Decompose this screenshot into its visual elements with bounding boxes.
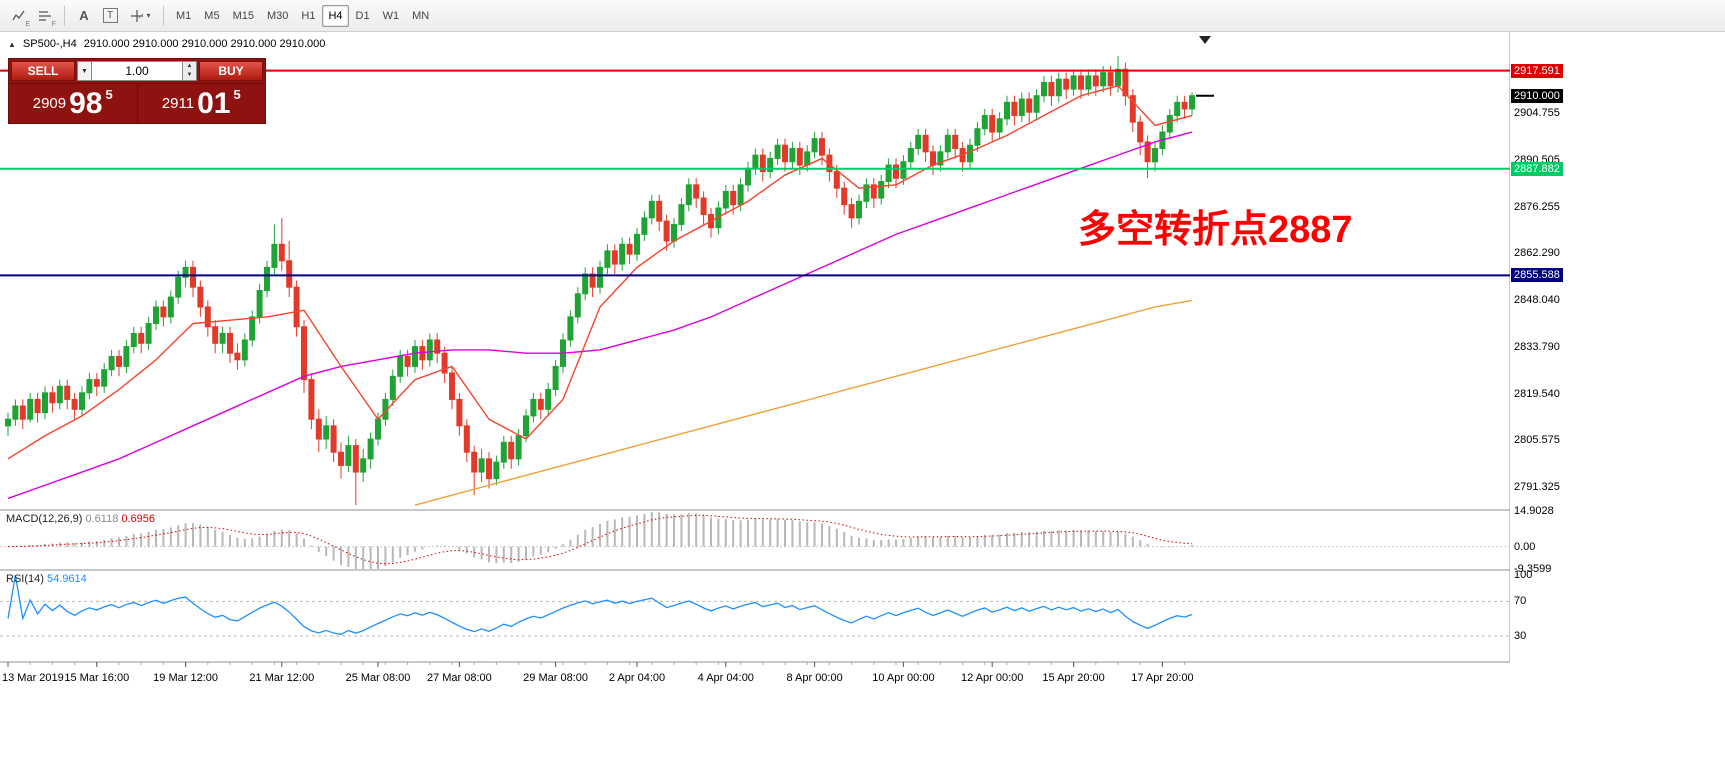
volume-value[interactable]: 1.00 bbox=[92, 61, 183, 81]
time-axis-label: 29 Mar 08:00 bbox=[523, 672, 589, 684]
price-scale[interactable]: 2904.755 2890.505 2876.255 2862.290 2848.040… bbox=[1510, 32, 1568, 690]
symbol-title: SP500-,H4 bbox=[22, 38, 77, 50]
chart-canvas[interactable] bbox=[0, 32, 1568, 757]
symbol-marker-icon: ▲ bbox=[8, 39, 16, 49]
rsi-value: 54.9614 bbox=[46, 573, 87, 585]
volume-control: ▼ 1.00 ▲ ▼ bbox=[77, 61, 197, 81]
toolbar-separator bbox=[64, 5, 65, 26]
sell-button[interactable]: SELL bbox=[11, 61, 75, 81]
time-axis-label: 12 Apr 00:00 bbox=[960, 672, 1024, 684]
price-scale-label: 2791.325 bbox=[1514, 481, 1560, 494]
time-axis[interactable]: 13 Mar 2019 15 Mar 16:00 19 Mar 12:00 21 Ma… bbox=[0, 662, 1568, 692]
macd-value-main: 0.6118 bbox=[85, 513, 119, 525]
buy-price-prefix: 2911 bbox=[161, 95, 195, 112]
text-tool-icon[interactable]: A bbox=[71, 4, 97, 28]
price-scale-label: 100 bbox=[1514, 569, 1533, 582]
chevron-down-icon[interactable]: ▾ bbox=[146, 11, 151, 20]
macd-name: MACD(12,26,9) bbox=[6, 513, 83, 525]
timeframe-group: M1 M5 M15 M30 H1 H4 D1 W1 MN bbox=[170, 4, 436, 27]
timeframe-button-m15[interactable]: M15 bbox=[232, 9, 254, 22]
toolbar-separator bbox=[163, 5, 164, 26]
buy-price: 2911 01 5 bbox=[138, 84, 266, 123]
timeframe-button-d1[interactable]: D1 bbox=[355, 9, 370, 22]
price-scale-label: 2848.040 bbox=[1514, 294, 1560, 307]
timeframe-button-h1[interactable]: H1 bbox=[301, 9, 316, 22]
timeframe-button-m5[interactable]: M5 bbox=[204, 9, 220, 22]
textbox-tool-icon[interactable]: T bbox=[97, 4, 123, 28]
sell-price-prefix: 2909 bbox=[32, 95, 67, 112]
timeframe-button-m30[interactable]: M30 bbox=[266, 9, 289, 22]
time-axis-label: 15 Mar 16:00 bbox=[64, 672, 130, 684]
time-axis-label: 4 Apr 04:00 bbox=[697, 672, 754, 684]
buy-button[interactable]: BUY bbox=[199, 61, 263, 81]
one-click-trading-panel: SELL ▼ 1.00 ▲ ▼ BUY 2909 98 5 2911 01 5 bbox=[8, 58, 266, 124]
price-scale-label: 14.9028 bbox=[1514, 505, 1554, 517]
price-scale-label: -9.3599 bbox=[1514, 563, 1552, 575]
time-axis-label: 17 Apr 20:00 bbox=[1131, 672, 1194, 684]
price-scale-label: 30 bbox=[1514, 630, 1527, 642]
time-axis-label: 27 Mar 08:00 bbox=[426, 672, 492, 684]
price-scale-label: 2833.790 bbox=[1514, 341, 1560, 354]
time-axis-label: 25 Mar 08:00 bbox=[345, 672, 411, 684]
price-scale-badge: 2910.000 bbox=[1511, 88, 1563, 103]
text-tool-label: A bbox=[79, 8, 89, 23]
tick-chart-icon[interactable]: E bbox=[6, 4, 32, 28]
tick-chart-sub-label: E bbox=[25, 20, 30, 28]
volume-dropdown-icon[interactable]: ▼ bbox=[77, 61, 92, 81]
symbol-info: ▲ SP500-,H4 2910.000 2910.000 2910.000 2… bbox=[8, 38, 325, 50]
price-scale-label: 70 bbox=[1514, 595, 1527, 608]
crosshair-tool-icon[interactable]: ▾ bbox=[123, 4, 157, 28]
timeframe-button-mn[interactable]: MN bbox=[412, 9, 430, 22]
timeframe-button-m1[interactable]: M1 bbox=[176, 9, 192, 22]
price-scale-label: 2862.290 bbox=[1514, 247, 1560, 260]
symbol-ohlc: 2910.000 2910.000 2910.000 2910.000 2910… bbox=[83, 38, 326, 50]
price-scale-label: 2819.540 bbox=[1514, 388, 1560, 401]
price-scale-label: 2805.575 bbox=[1514, 434, 1560, 447]
timeframe-button-w1[interactable]: W1 bbox=[382, 9, 400, 22]
macd-value-signal: 0.6956 bbox=[121, 513, 156, 525]
depth-of-market-icon[interactable]: F bbox=[32, 4, 58, 28]
price-scale-badge: 2887.882 bbox=[1511, 161, 1563, 176]
time-axis-label: 2 Apr 04:00 bbox=[608, 672, 666, 684]
sell-price-sup: 5 bbox=[105, 87, 113, 102]
time-axis-label: 10 Apr 00:00 bbox=[872, 672, 935, 684]
price-scale-badge: 2855.588 bbox=[1511, 268, 1563, 283]
top-toolbar: E F A T ▾ M1 M5 M15 M30 H1 H4 D1 W1 MN bbox=[0, 0, 1725, 32]
buy-price-sup: 5 bbox=[233, 87, 241, 102]
rsi-label: RSI(14) 54.9614 bbox=[6, 573, 87, 585]
chart-annotation: 多空转折点2887 bbox=[1078, 209, 1353, 251]
chart-window: ▲ SP500-,H4 2910.000 2910.000 2910.000 2… bbox=[0, 32, 1568, 757]
time-axis-label: 21 Mar 12:00 bbox=[249, 672, 315, 684]
depth-of-market-sub-label: F bbox=[51, 20, 56, 28]
time-axis-label: 13 Mar 2019 bbox=[2, 672, 64, 684]
textbox-tool-label: T bbox=[102, 8, 118, 23]
price-scale-label: 0.00 bbox=[1514, 540, 1536, 553]
timeframe-button-h4[interactable]: H4 bbox=[322, 4, 349, 27]
trade-panel-controls: SELL ▼ 1.00 ▲ ▼ BUY bbox=[9, 59, 265, 83]
price-scale-label: 2876.255 bbox=[1514, 201, 1560, 214]
buy-price-big: 01 bbox=[197, 86, 231, 120]
rsi-name: RSI(14) bbox=[6, 573, 44, 585]
volume-spinner[interactable]: ▲ ▼ bbox=[183, 61, 197, 81]
time-axis-label: 19 Mar 12:00 bbox=[153, 672, 219, 684]
macd-label: MACD(12,26,9) 0.6118 0.6956 bbox=[6, 513, 155, 525]
time-axis-label: 15 Apr 20:00 bbox=[1042, 672, 1105, 684]
price-scale-label: 2904.755 bbox=[1514, 107, 1560, 120]
trade-panel-prices: 2909 98 5 2911 01 5 bbox=[9, 83, 265, 123]
sell-price-big: 98 bbox=[69, 86, 103, 120]
chart-shift-marker bbox=[1199, 36, 1211, 44]
price-scale-badge: 2917.591 bbox=[1511, 63, 1563, 78]
time-axis-label: 8 Apr 00:00 bbox=[786, 672, 843, 684]
sell-price: 2909 98 5 bbox=[9, 84, 138, 123]
